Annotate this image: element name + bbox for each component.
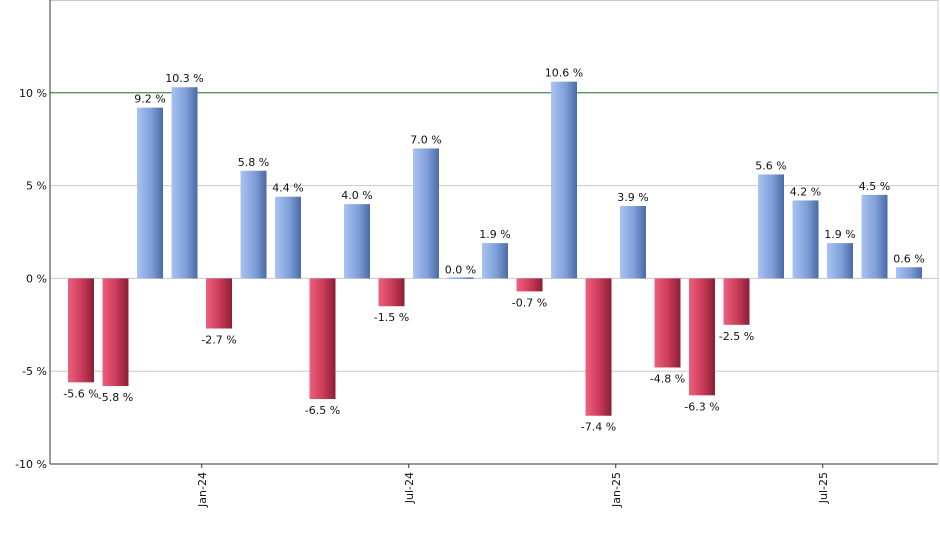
- y-tick-label: 5 %: [26, 180, 47, 193]
- bar: [413, 148, 439, 279]
- bar-value-label: 3.9 %: [617, 191, 648, 204]
- bar: [171, 87, 198, 279]
- x-tick-label: Jan-25: [610, 472, 623, 508]
- bar-value-label: -1.5 %: [374, 311, 409, 324]
- bar-value-label: -6.5 %: [305, 404, 340, 417]
- y-tick-label: 0 %: [26, 272, 47, 285]
- bar-value-label: 0.0 %: [445, 263, 476, 276]
- bar-value-label: 4.2 %: [790, 185, 821, 198]
- bars: [68, 81, 922, 416]
- bar: [137, 107, 163, 279]
- bar-value-label: 9.2 %: [134, 93, 165, 106]
- bar: [102, 278, 129, 387]
- bar-value-label: -7.4 %: [581, 421, 616, 434]
- bar-value-label: 1.9 %: [824, 228, 855, 241]
- bar-value-label: -2.7 %: [201, 334, 236, 347]
- y-tick-label: 10 %: [19, 87, 47, 100]
- bar: [447, 277, 474, 279]
- bar-value-label: -5.6 %: [63, 387, 98, 400]
- y-tick-label: -5 %: [22, 365, 47, 378]
- bar-value-label: -2.5 %: [719, 330, 754, 343]
- x-tick-label: Jul-25: [817, 472, 830, 504]
- bar: [482, 243, 508, 279]
- bar: [344, 204, 370, 279]
- bar-value-label: 5.6 %: [755, 159, 786, 172]
- data-labels: -5.6 % -5.8 % 9.2 %10.3 % -2.7 % 5.8 %4.4 % -…: [63, 67, 924, 434]
- bar-value-label: 0.6 %: [893, 252, 924, 265]
- bar-value-label: 4.0 %: [341, 189, 372, 202]
- bar: [861, 194, 888, 279]
- x-tick-label: Jul-24: [403, 472, 416, 504]
- bar: [206, 278, 232, 329]
- bar: [620, 206, 646, 279]
- bar: [378, 278, 405, 307]
- bar: [68, 278, 94, 383]
- axes: -10 % -5 % 0 % 5 % 10 % Jan-24 Jul-24 Jan-25 Jul…: [15, 0, 939, 508]
- bar-value-label: 5.8 %: [238, 156, 269, 169]
- bar: [240, 170, 267, 279]
- bar: [585, 278, 612, 416]
- bar-value-label: 4.4 %: [272, 182, 303, 195]
- bar: [689, 278, 715, 396]
- bar-value-label: -6.3 %: [684, 400, 719, 413]
- bar: [758, 174, 784, 279]
- bar-value-label: 4.5 %: [859, 180, 890, 193]
- bar: [275, 196, 301, 279]
- bar: [516, 278, 543, 292]
- bar: [792, 200, 819, 279]
- bar: [827, 243, 853, 279]
- y-tick-label: -10 %: [15, 458, 47, 471]
- bar: [723, 278, 750, 325]
- bar-value-label: 1.9 %: [479, 228, 510, 241]
- bar-value-label: 7.0 %: [410, 133, 441, 146]
- bar: [896, 267, 922, 279]
- bar-value-label: -4.8 %: [650, 372, 685, 385]
- bar: [551, 81, 577, 279]
- bar: [654, 278, 681, 368]
- bar-value-label: -0.7 %: [512, 296, 547, 309]
- bar-value-label: 10.6 %: [545, 67, 583, 80]
- bar-value-label: 10.3 %: [165, 72, 203, 85]
- x-tick-label: Jan-24: [196, 472, 209, 508]
- bar-value-label: -5.8 %: [98, 391, 133, 404]
- bar: [309, 278, 336, 400]
